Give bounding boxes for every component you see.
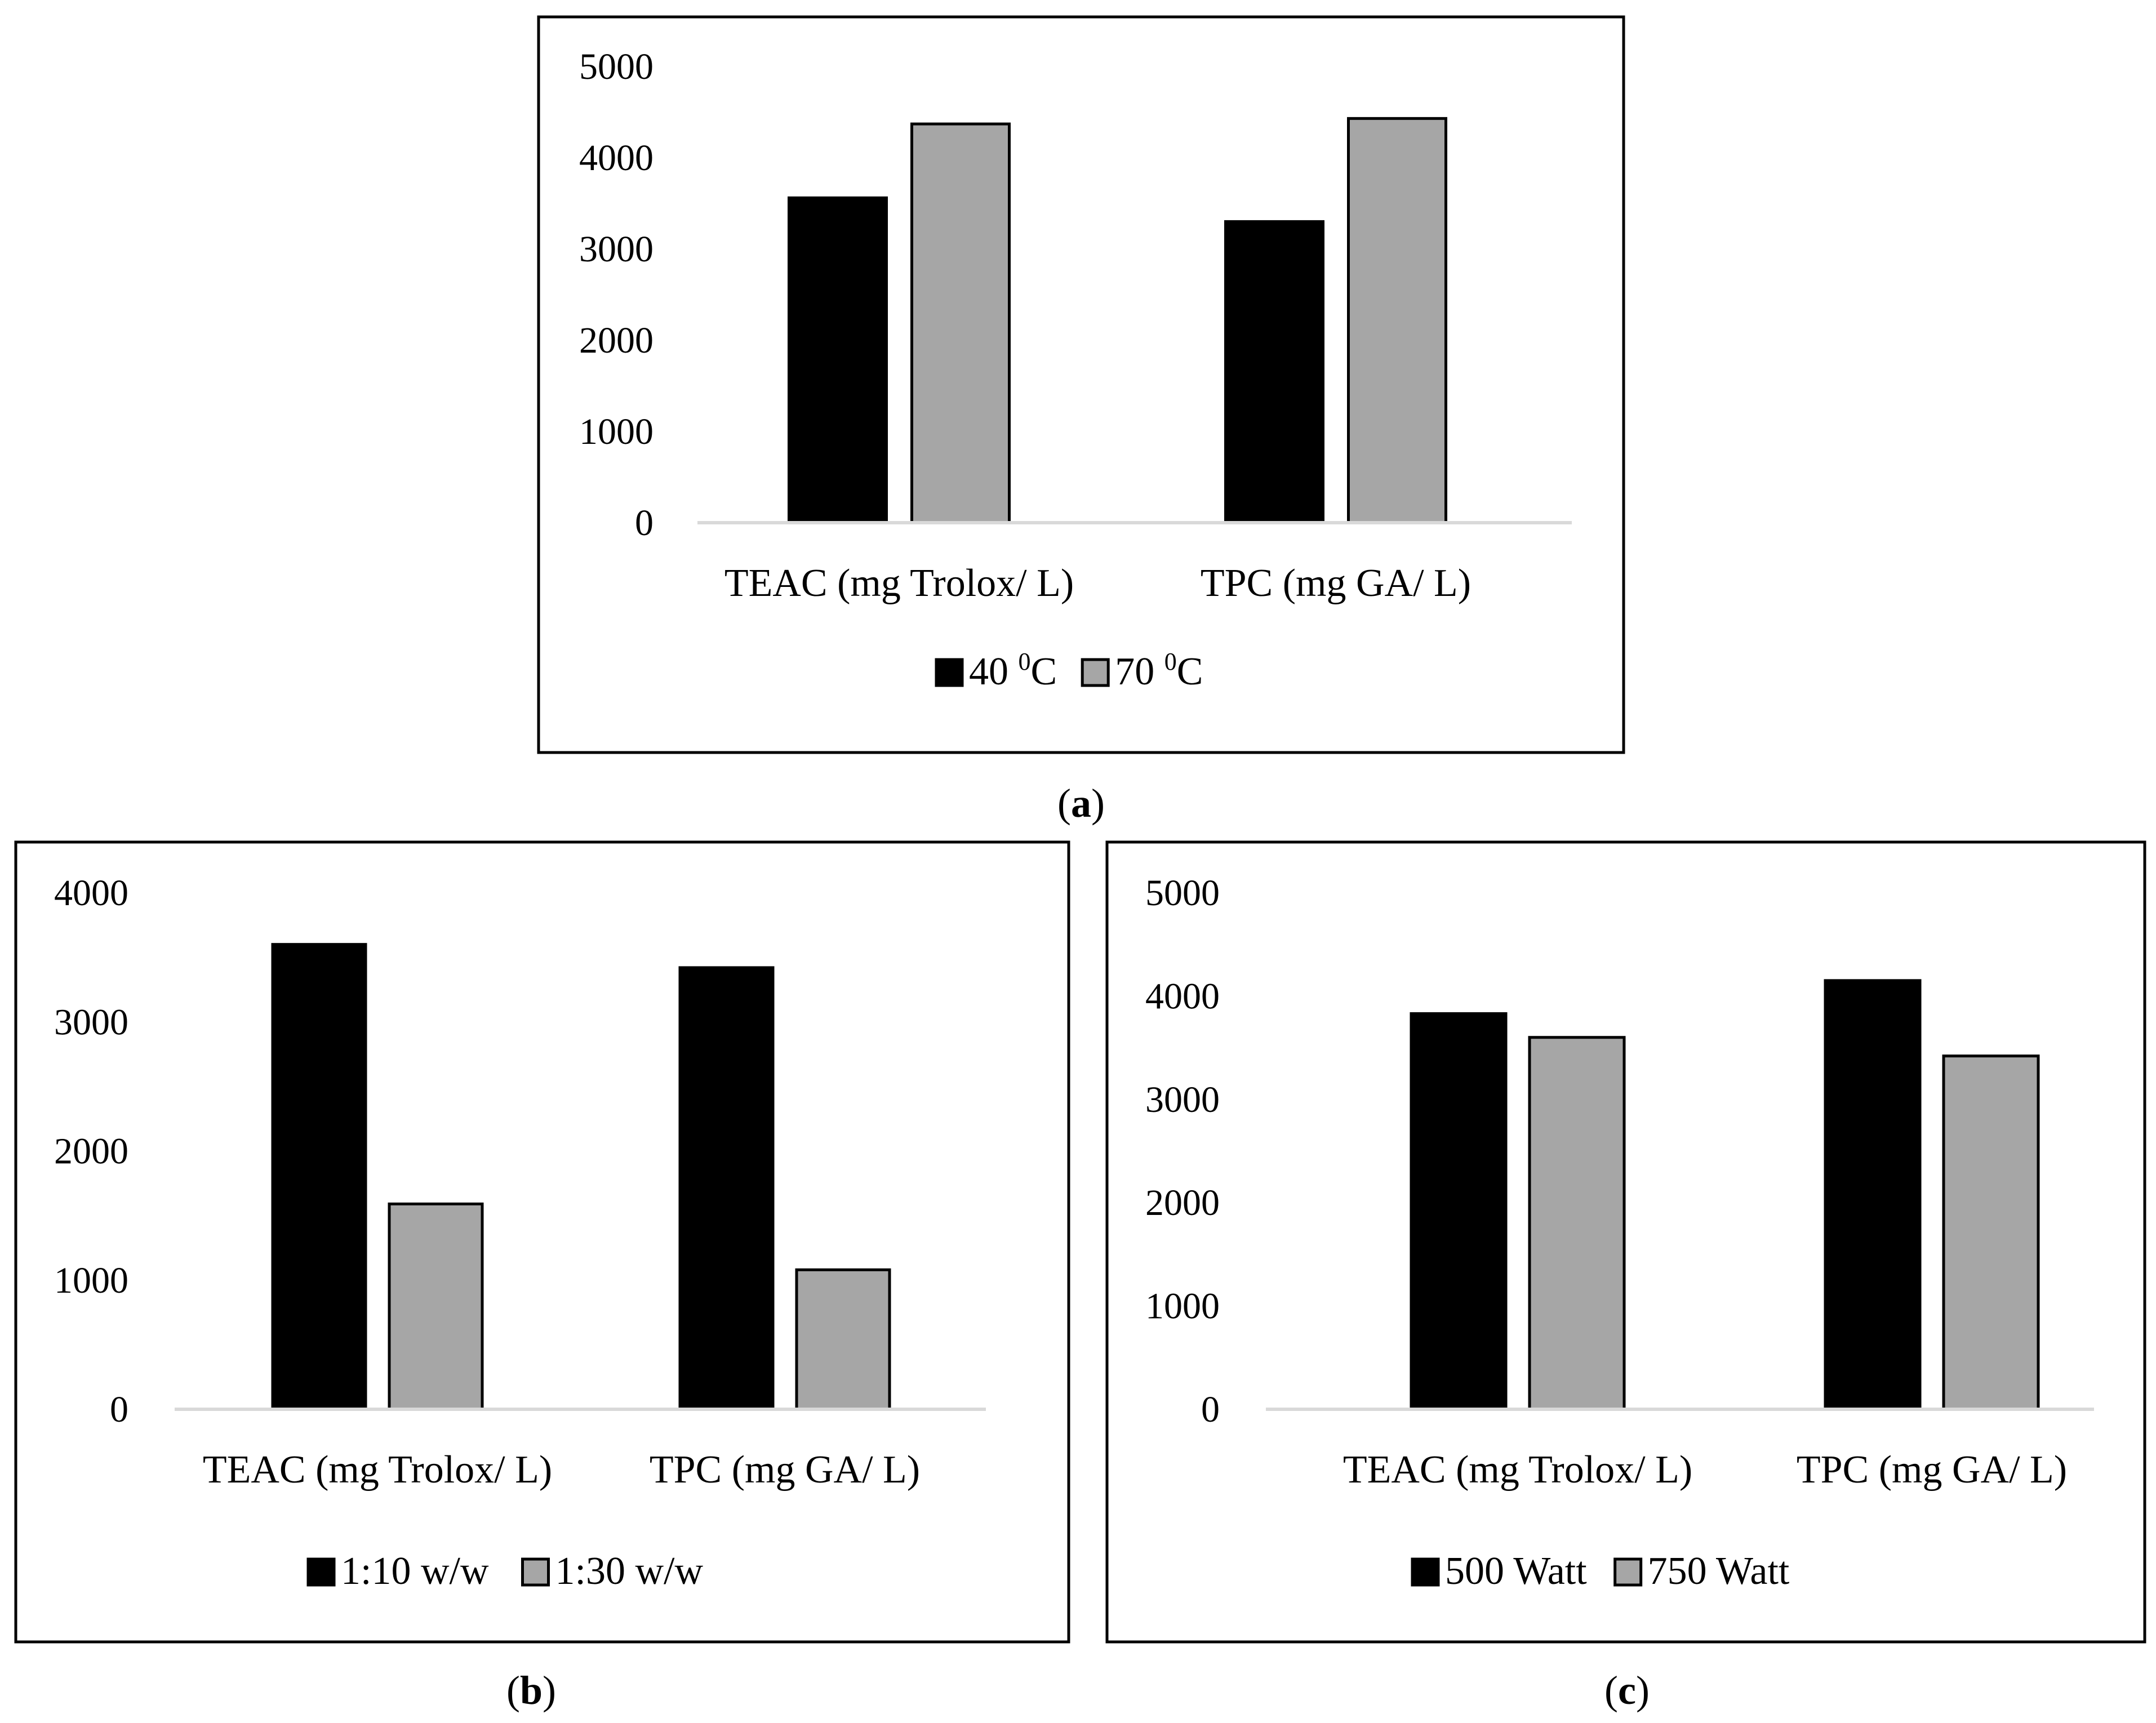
panel-a-legend-label: 70 0C	[1115, 648, 1203, 693]
panel-a-legend-swatch	[1081, 658, 1110, 687]
panel-b-category-label: TEAC (mg Trolox/ L)	[203, 1448, 552, 1492]
panel-a-category-label: TEAC (mg Trolox/ L)	[724, 562, 1074, 605]
panel-a-ytick-label: 3000	[579, 229, 654, 270]
panel-c-ytick-label: 3000	[1145, 1079, 1220, 1120]
panel-c-legend-label: 750 Watt	[1648, 1550, 1790, 1593]
panel-a-ytick-label: 0	[635, 502, 654, 544]
panel-c-ytick-label: 2000	[1145, 1182, 1220, 1223]
panel-a-frame	[537, 15, 1625, 754]
panel-b: 0 1000 2000 3000 4000 TEAC (mg Trolox/ L) TPC …	[14, 840, 1070, 1713]
panel-c-legend-label: 500 Watt	[1445, 1550, 1587, 1593]
panel-a-plot: 0 1000 2000 3000 4000 5000 TEAC (mg Trolox/ L)…	[579, 46, 1572, 693]
panel-c-bar	[1410, 1012, 1508, 1411]
panel-a-ytick-label: 4000	[579, 137, 654, 179]
panel-a-ytick-label: 1000	[579, 411, 654, 452]
panel-c-bar	[1942, 1054, 2040, 1411]
panel-b-legend-label: 1:30 w/w	[555, 1550, 704, 1593]
panel-c-category-label: TEAC (mg Trolox/ L)	[1343, 1448, 1692, 1492]
panel-b-bar	[388, 1202, 484, 1411]
panel-a-bar	[1347, 117, 1447, 524]
panel-a-bar	[910, 122, 1011, 524]
panel-a: 0 1000 2000 3000 4000 5000 TEAC (mg Trolox/ L)…	[537, 15, 1625, 826]
panel-b-bar	[795, 1268, 891, 1411]
panel-b-caption: (b)	[506, 1668, 556, 1713]
panel-a-ytick-label: 2000	[579, 320, 654, 361]
panel-b-bar	[678, 966, 775, 1411]
panel-c-ytick-label: 0	[1201, 1389, 1220, 1430]
panel-b-legend-swatch	[306, 1557, 336, 1587]
panel-c-frame	[1105, 840, 2146, 1644]
panel-a-caption-letter: a	[1071, 781, 1091, 826]
panel-a-bar	[788, 196, 888, 524]
panel-b-frame	[14, 840, 1070, 1644]
panel-b-category-label: TPC (mg GA/ L)	[650, 1448, 920, 1492]
panel-c-legend-swatch	[1411, 1557, 1440, 1587]
panel-c-legend-swatch	[1613, 1557, 1643, 1587]
panel-a-category-label: TPC (mg GA/ L)	[1201, 562, 1471, 605]
panel-a-legend-swatch	[935, 658, 964, 687]
panel-b-caption-letter: b	[520, 1668, 543, 1713]
panel-a-ytick-label: 5000	[579, 46, 654, 87]
panel-c-caption: (c)	[1604, 1668, 1650, 1713]
panel-c-caption-letter: c	[1618, 1668, 1636, 1713]
panel-b-legend-swatch	[521, 1557, 550, 1587]
panel-b-ytick-label: 3000	[54, 1001, 128, 1043]
panel-c-bar	[1824, 979, 1922, 1411]
panel-b-ytick-label: 2000	[54, 1131, 128, 1172]
panel-c-ytick-label: 1000	[1145, 1286, 1220, 1327]
panel-b-bar	[271, 943, 367, 1411]
panel-b-ytick-label: 0	[110, 1389, 128, 1430]
panel-a-caption: (a)	[1057, 781, 1105, 826]
panel-b-legend-label: 1:10 w/w	[341, 1550, 489, 1593]
panel-b-ytick-label: 1000	[54, 1260, 128, 1301]
panel-c-ytick-label: 4000	[1145, 976, 1220, 1017]
panel-b-ytick-label: 4000	[54, 872, 128, 914]
panel-b-plot: 0 1000 2000 3000 4000 TEAC (mg Trolox/ L) TPC …	[54, 872, 986, 1593]
panel-a-legend-label: 40 0C	[969, 648, 1057, 693]
panel-c: 0 1000 2000 3000 4000 5000 TEAC (mg Trolox/ L)…	[1105, 840, 2146, 1713]
panel-c-category-label: TPC (mg GA/ L)	[1797, 1448, 2067, 1492]
panel-c-ytick-label: 5000	[1145, 872, 1220, 914]
panel-c-plot: 0 1000 2000 3000 4000 5000 TEAC (mg Trolox/ L)…	[1145, 872, 2094, 1593]
panel-a-bar	[1224, 220, 1324, 524]
panel-c-bar	[1528, 1036, 1626, 1411]
